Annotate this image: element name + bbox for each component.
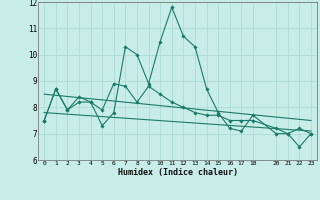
X-axis label: Humidex (Indice chaleur): Humidex (Indice chaleur): [118, 168, 238, 177]
